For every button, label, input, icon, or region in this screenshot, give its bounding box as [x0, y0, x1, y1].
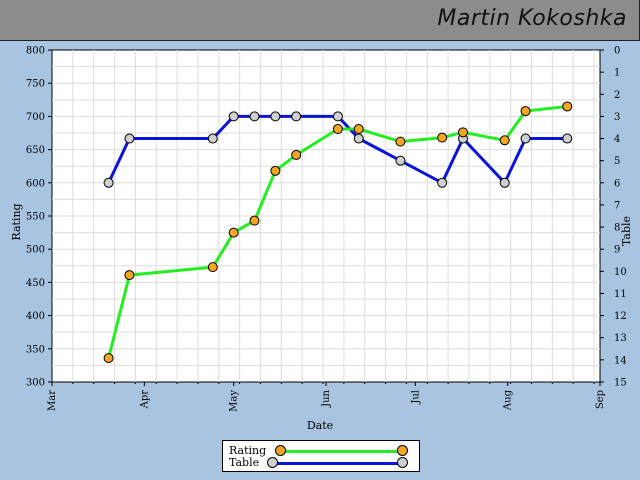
- y2-tick-label: 3: [614, 112, 620, 123]
- series-point-table: [103, 177, 114, 188]
- series-point-table: [124, 133, 135, 144]
- series-point-rating: [395, 136, 406, 147]
- series-point-rating: [291, 149, 302, 160]
- series-point-table: [520, 133, 531, 144]
- grid-layer: [52, 50, 600, 382]
- legend-item-table: Table: [229, 456, 259, 469]
- x-tick-label: Jun: [321, 389, 332, 407]
- series-point-rating: [458, 127, 468, 138]
- series-point-table: [562, 133, 573, 144]
- y2-tick-label: 0: [614, 46, 620, 57]
- legend: Rating Table: [222, 440, 420, 472]
- series-point-table: [291, 111, 302, 122]
- y-tick-label: 300: [26, 378, 45, 389]
- series-point-table: [395, 155, 406, 166]
- series-point-rating: [207, 262, 218, 273]
- series-point-rating: [499, 135, 510, 146]
- series-point-rating: [353, 124, 364, 135]
- legend-line-rating: [281, 450, 403, 453]
- series-point-rating: [270, 165, 281, 176]
- x-tick-label: Apr: [139, 390, 150, 410]
- series-point-table: [332, 111, 343, 122]
- y-tick-label: 650: [26, 145, 45, 156]
- y2-tick-label: 7: [614, 200, 620, 211]
- y2-tick-label: 12: [614, 311, 627, 322]
- legend-marker-table-end: [397, 457, 408, 468]
- legend-marker-rating-start: [275, 445, 286, 456]
- legend-item-rating: Rating: [229, 444, 266, 457]
- y-tick-label: 450: [26, 278, 45, 289]
- series-point-table: [207, 133, 218, 144]
- y2-tick-label: 2: [614, 90, 620, 101]
- series-point-table: [270, 111, 281, 122]
- y2-tick-label: 9: [614, 245, 620, 256]
- y-tick-label: 350: [26, 344, 45, 355]
- y2-axis-title: Table: [620, 216, 633, 246]
- series-layer: [103, 101, 573, 364]
- series-point-rating: [437, 132, 448, 143]
- legend-line-table: [273, 462, 403, 465]
- series-point-table: [353, 133, 364, 144]
- series-point-rating: [249, 215, 260, 226]
- series-point-table: [499, 177, 510, 188]
- y2-tick-label: 13: [614, 333, 627, 344]
- series-point-rating: [562, 101, 573, 112]
- y-tick-label: 750: [26, 79, 45, 90]
- x-tick-label: May: [229, 390, 240, 412]
- y2-tick-label: 11: [614, 289, 627, 300]
- legend-marker-rating-end: [397, 445, 408, 456]
- y-tick-label: 600: [26, 178, 45, 189]
- y-tick-label: 550: [26, 212, 45, 223]
- series-point-table: [249, 111, 260, 122]
- legend-label-table: Table: [229, 456, 260, 469]
- y2-tick-label: 5: [614, 156, 620, 167]
- y-tick-label: 500: [26, 245, 45, 256]
- y-tick-label: 700: [26, 112, 45, 123]
- series-point-rating: [332, 124, 343, 135]
- legend-label-rating: Rating: [229, 444, 267, 457]
- y-tick-label: 400: [26, 311, 45, 322]
- page-title: Martin Kokoshka: [437, 6, 627, 31]
- y-tick-label: 800: [26, 46, 45, 57]
- series-point-rating: [124, 270, 135, 281]
- series-point-rating: [520, 106, 531, 117]
- x-axis-title: Date: [307, 419, 333, 432]
- y2-tick-label: 6: [614, 178, 620, 189]
- legend-marker-table-start: [267, 457, 278, 468]
- y2-tick-label: 4: [614, 134, 620, 145]
- x-tick-label: Jul: [410, 390, 421, 405]
- series-point-rating: [103, 353, 114, 364]
- y2-tick-label: 15: [614, 378, 627, 389]
- y2-tick-label: 14: [614, 355, 627, 366]
- y-axis-title: Rating: [10, 203, 23, 240]
- title-bar: Martin Kokoshka: [0, 0, 640, 41]
- x-tick-label: Aug: [503, 389, 514, 411]
- y2-tick-label: 10: [614, 267, 627, 278]
- series-point-table: [228, 111, 239, 122]
- series-point-table: [437, 177, 448, 188]
- y2-tick-label: 1: [614, 68, 620, 79]
- y2-tick-label: 8: [614, 223, 620, 234]
- x-tick-label: Mar: [47, 390, 58, 411]
- series-point-rating: [228, 227, 239, 238]
- x-tick-label: Sep: [595, 390, 606, 409]
